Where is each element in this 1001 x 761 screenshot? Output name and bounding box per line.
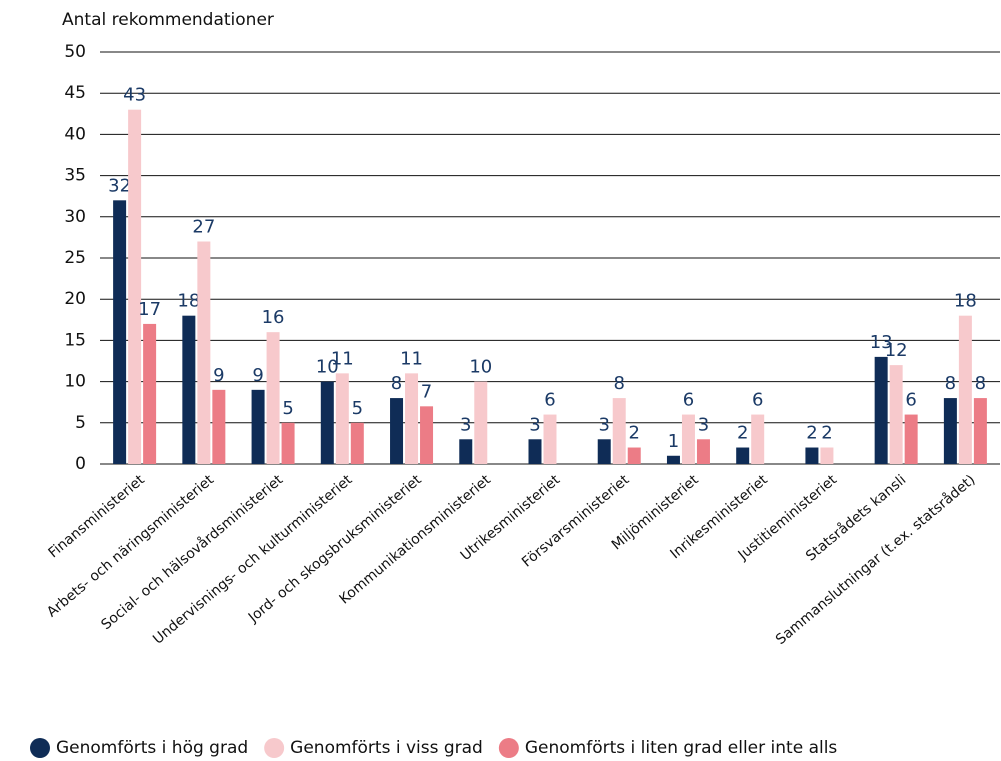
data-label: 2 <box>737 423 748 444</box>
data-label: 1 <box>668 431 679 452</box>
data-label: 8 <box>614 373 625 394</box>
bar <box>627 447 641 464</box>
bar <box>973 398 987 464</box>
data-label: 11 <box>331 348 354 369</box>
data-label: 10 <box>316 357 339 378</box>
data-label: 6 <box>905 390 916 411</box>
data-label: 8 <box>975 373 986 394</box>
legend-label: Genomförts i hög grad <box>56 738 248 758</box>
bar <box>805 447 819 464</box>
data-label: 13 <box>870 332 893 353</box>
legend-swatch <box>30 738 50 758</box>
data-label: 32 <box>108 175 131 196</box>
bar <box>474 381 488 464</box>
data-label: 9 <box>213 365 224 386</box>
y-tick-label: 40 <box>64 124 86 144</box>
data-label: 3 <box>698 414 709 435</box>
y-tick-label: 15 <box>64 330 86 350</box>
bar <box>350 422 364 464</box>
bar <box>612 398 626 464</box>
data-label: 7 <box>421 381 432 402</box>
bar <box>543 414 557 464</box>
bar <box>459 439 473 464</box>
data-label: 3 <box>529 414 540 435</box>
data-label: 6 <box>683 390 694 411</box>
data-label: 5 <box>352 398 363 419</box>
data-label: 12 <box>885 340 908 361</box>
bar <box>320 381 334 464</box>
data-label: 6 <box>752 390 763 411</box>
bar <box>266 332 280 464</box>
bar <box>405 373 419 464</box>
data-label: 3 <box>599 414 610 435</box>
y-tick-label: 35 <box>64 166 86 186</box>
bar <box>696 439 710 464</box>
data-label: 6 <box>544 390 555 411</box>
data-label: 27 <box>192 217 215 238</box>
y-tick-label: 25 <box>64 248 86 268</box>
data-label: 2 <box>806 423 817 444</box>
bar <box>251 389 265 464</box>
bar <box>958 315 972 464</box>
data-label: 18 <box>954 291 977 312</box>
y-tick-label: 30 <box>64 207 86 227</box>
data-label: 2 <box>629 423 640 444</box>
bar <box>390 398 404 464</box>
y-tick-label: 50 <box>64 42 86 62</box>
bar <box>874 356 888 464</box>
bar <box>820 447 834 464</box>
bar <box>666 455 680 464</box>
data-label: 5 <box>282 398 293 419</box>
data-label: 10 <box>469 357 492 378</box>
legend-swatch <box>264 738 285 758</box>
data-label: 3 <box>460 414 471 435</box>
data-label: 16 <box>262 307 285 328</box>
bar <box>736 447 750 464</box>
bar <box>212 389 226 464</box>
bar <box>420 406 434 464</box>
y-axis-title: Antal rekommendationer <box>62 10 274 30</box>
data-label: 18 <box>177 291 200 312</box>
y-tick-label: 10 <box>64 372 86 392</box>
x-tick-label: Kommunikationsministeriet <box>337 472 495 608</box>
y-tick-label: 5 <box>75 413 86 433</box>
bar <box>943 398 957 464</box>
y-tick-label: 20 <box>64 289 86 309</box>
y-tick-label: 45 <box>64 83 86 103</box>
legend-label: Genomförts i viss grad <box>290 738 483 758</box>
legend-swatch <box>498 738 519 758</box>
data-label: 8 <box>945 373 956 394</box>
bar <box>335 373 349 464</box>
data-label: 43 <box>123 85 146 106</box>
legend-label: Genomförts i liten grad eller inte alls <box>525 738 838 758</box>
data-label: 11 <box>400 348 423 369</box>
data-label: 2 <box>821 423 832 444</box>
bar <box>197 241 211 464</box>
bar <box>143 323 157 464</box>
bar <box>113 200 127 464</box>
bar <box>681 414 695 464</box>
data-label: 8 <box>391 373 402 394</box>
bar <box>182 315 196 464</box>
bar <box>889 365 903 464</box>
data-label: 17 <box>138 299 161 320</box>
data-label: 9 <box>252 365 263 386</box>
bar <box>904 414 918 464</box>
bar <box>281 422 295 464</box>
y-tick-label: 0 <box>75 454 86 474</box>
bar <box>128 109 142 465</box>
bar <box>528 439 542 464</box>
bar <box>751 414 765 464</box>
bar <box>597 439 611 464</box>
